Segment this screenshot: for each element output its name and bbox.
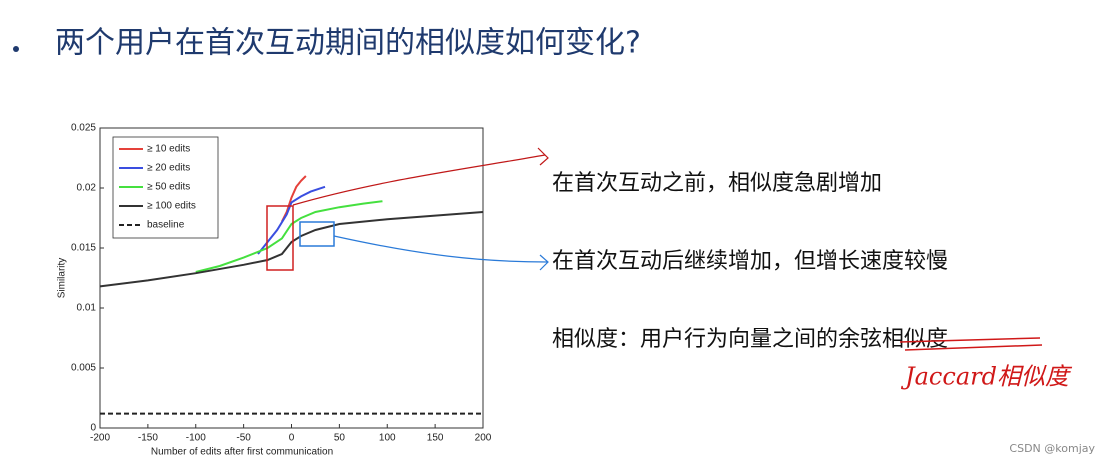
y-tick-label: 0 xyxy=(90,423,96,434)
note: 相似度：用户行为向量之间的余弦相似度 xyxy=(552,327,948,352)
legend-label: ≥ 10 edits xyxy=(147,144,190,155)
series-line xyxy=(281,175,307,223)
bullet xyxy=(13,46,19,52)
x-tick-label: 150 xyxy=(427,433,444,444)
legend-label: ≥ 20 edits xyxy=(147,163,190,174)
legend-label: baseline xyxy=(147,220,185,231)
slide-title: 两个用户在首次互动期间的相似度如何变化? xyxy=(55,26,641,61)
legend-label: ≥ 100 edits xyxy=(147,201,196,212)
x-axis-label: Number of edits after first communicatio… xyxy=(151,447,333,458)
x-tick-label: -150 xyxy=(138,433,158,444)
x-tick-label: 200 xyxy=(475,433,492,444)
highlight-box xyxy=(299,221,335,247)
y-tick-label: 0.02 xyxy=(77,183,97,194)
y-tick-label: 0.005 xyxy=(71,363,96,374)
series-line xyxy=(195,200,383,273)
x-tick-label: 100 xyxy=(379,433,396,444)
x-tick-label: 50 xyxy=(334,433,346,444)
arrow xyxy=(292,147,549,206)
note: 在首次互动之前，相似度急剧增加 xyxy=(552,171,882,196)
y-tick-label: 0.015 xyxy=(71,243,96,254)
arrow xyxy=(333,235,549,271)
x-tick-label: -50 xyxy=(236,433,251,444)
series-line xyxy=(257,185,326,255)
x-tick-label: -200 xyxy=(90,433,110,444)
handwritten-note: Jaccard相似度 xyxy=(900,363,1073,391)
series-line xyxy=(99,211,484,288)
watermark: CSDN @komjay xyxy=(1009,442,1095,455)
x-tick-label: 0 xyxy=(289,433,295,444)
note: 在首次互动后继续增加，但增长速度较慢 xyxy=(552,249,948,274)
y-tick-label: 0.01 xyxy=(77,303,97,314)
x-tick-label: -100 xyxy=(186,433,206,444)
y-axis-label: Similarity xyxy=(57,258,68,299)
legend-label: ≥ 50 edits xyxy=(147,182,190,193)
strike-through xyxy=(899,337,1043,351)
y-tick-label: 0.025 xyxy=(71,123,96,134)
highlight-box xyxy=(266,205,294,271)
